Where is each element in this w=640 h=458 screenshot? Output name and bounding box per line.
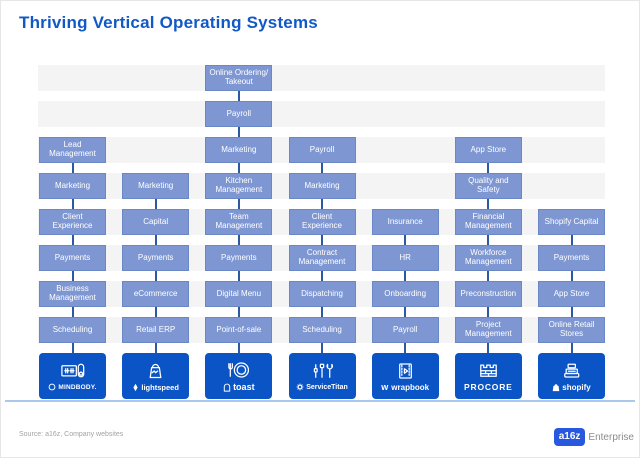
feature-box: Preconstruction (454, 281, 522, 307)
servicetitan-gear-glyph (296, 383, 304, 391)
feature-box: Payments (122, 245, 190, 271)
wrapbook-filmstrip-icon (398, 362, 412, 379)
logo-wordmark: w wrapbook (381, 381, 430, 392)
page-title: Thriving Vertical Operating Systems (19, 13, 318, 32)
feature-box: Payments (538, 245, 606, 271)
feature-box: Workforce Management (454, 245, 522, 271)
company-logo-shopify: shopify (538, 353, 606, 399)
source-note: Source: a16z, Company websites (19, 431, 124, 438)
row-band (38, 101, 605, 127)
feature-box: eCommerce (122, 281, 190, 307)
feature-box: Marketing (122, 173, 190, 199)
lightspeed-flame-glyph (133, 383, 138, 391)
enterprise-label: Enterprise (588, 431, 634, 443)
baseline-divider (5, 400, 635, 402)
company-logo-mindbody: MINDBODY. (39, 353, 106, 399)
feature-box: Project Management (454, 317, 522, 343)
feature-box: Point-of-sale (205, 317, 273, 343)
feature-box: Kitchen Management (205, 173, 273, 199)
feature-box: Client Experience (288, 209, 356, 235)
logo-text: wrapbook (391, 382, 430, 392)
procore-castle-icon (480, 364, 497, 377)
feature-box: Lead Management (39, 137, 106, 163)
company-logo-procore: PROCORE (454, 353, 522, 399)
feature-box: Business Management (39, 281, 106, 307)
a16z-logo-badge: a16z (553, 428, 586, 446)
feature-box: Payroll (288, 137, 356, 163)
feature-box: Retail ERP (122, 317, 190, 343)
feature-box: Payments (39, 245, 106, 271)
logo-wordmark: lightspeed (132, 383, 179, 392)
lightspeed-bag-icon (149, 363, 162, 378)
company-logo-servicetitan: ServiceTitan (288, 353, 356, 399)
logo-text: PROCORE (464, 382, 513, 392)
feature-box: Online Retail Stores (538, 317, 606, 343)
toast-slice-glyph (223, 383, 231, 392)
company-logo-wrapbook: w wrapbook (371, 353, 439, 399)
company-logo-lightspeed: lightspeed (122, 353, 190, 399)
feature-box: Capital (122, 209, 190, 235)
feature-box: App Store (454, 137, 522, 163)
column-connector-lightspeed (154, 186, 157, 361)
feature-box: Scheduling (288, 317, 356, 343)
feature-box: App Store (538, 281, 606, 307)
row-band (38, 65, 605, 91)
feature-box: Financial Management (454, 209, 522, 235)
logo-wordmark: ServiceTitan (296, 383, 348, 391)
feature-box: Dispatching (288, 281, 356, 307)
logo-text: ServiceTitan (306, 383, 348, 391)
feature-box: Scheduling (39, 317, 106, 343)
feature-box: Marketing (205, 137, 273, 163)
feature-box: Contract Management (288, 245, 356, 271)
feature-box: HR (371, 245, 439, 271)
feature-box: Marketing (39, 173, 106, 199)
logo-text: MINDBODY. (58, 383, 97, 391)
feature-box: Quality and Safety (454, 173, 522, 199)
feature-box: Shopify Capital (538, 209, 606, 235)
shopify-bag-glyph (553, 383, 560, 391)
feature-box: Client Experience (39, 209, 106, 235)
feature-box: Payments (205, 245, 273, 271)
mindbody-circle-glyph (48, 383, 56, 391)
logo-text: lightspeed (141, 382, 179, 392)
feature-box: Digital Menu (205, 281, 273, 307)
logo-wordmark: PROCORE (464, 382, 513, 392)
servicetitan-tools-icon (313, 363, 333, 378)
toast-plate-icon (228, 362, 250, 378)
feature-box: Payroll (205, 101, 273, 127)
logo-text: shopify (562, 382, 591, 392)
feature-box: Marketing (288, 173, 356, 199)
company-logo-toast: toast (205, 353, 273, 399)
logo-wordmark: MINDBODY. (48, 383, 96, 391)
a16z-enterprise-logo: a16z Enterprise (553, 428, 634, 446)
logo-text: toast (233, 382, 255, 392)
feature-box: Online Ordering/ Takeout (205, 65, 273, 91)
logo-wordmark: shopify (552, 382, 591, 392)
wrapbook-letter-glyph: w (381, 381, 389, 392)
feature-box: Team Management (205, 209, 273, 235)
mindbody-fitness-icon (61, 363, 85, 378)
logo-wordmark: toast (223, 382, 255, 392)
feature-box: Insurance (371, 209, 439, 235)
feature-box: Payroll (371, 317, 439, 343)
shopify-register-icon (564, 363, 580, 378)
feature-box: Onboarding (371, 281, 439, 307)
